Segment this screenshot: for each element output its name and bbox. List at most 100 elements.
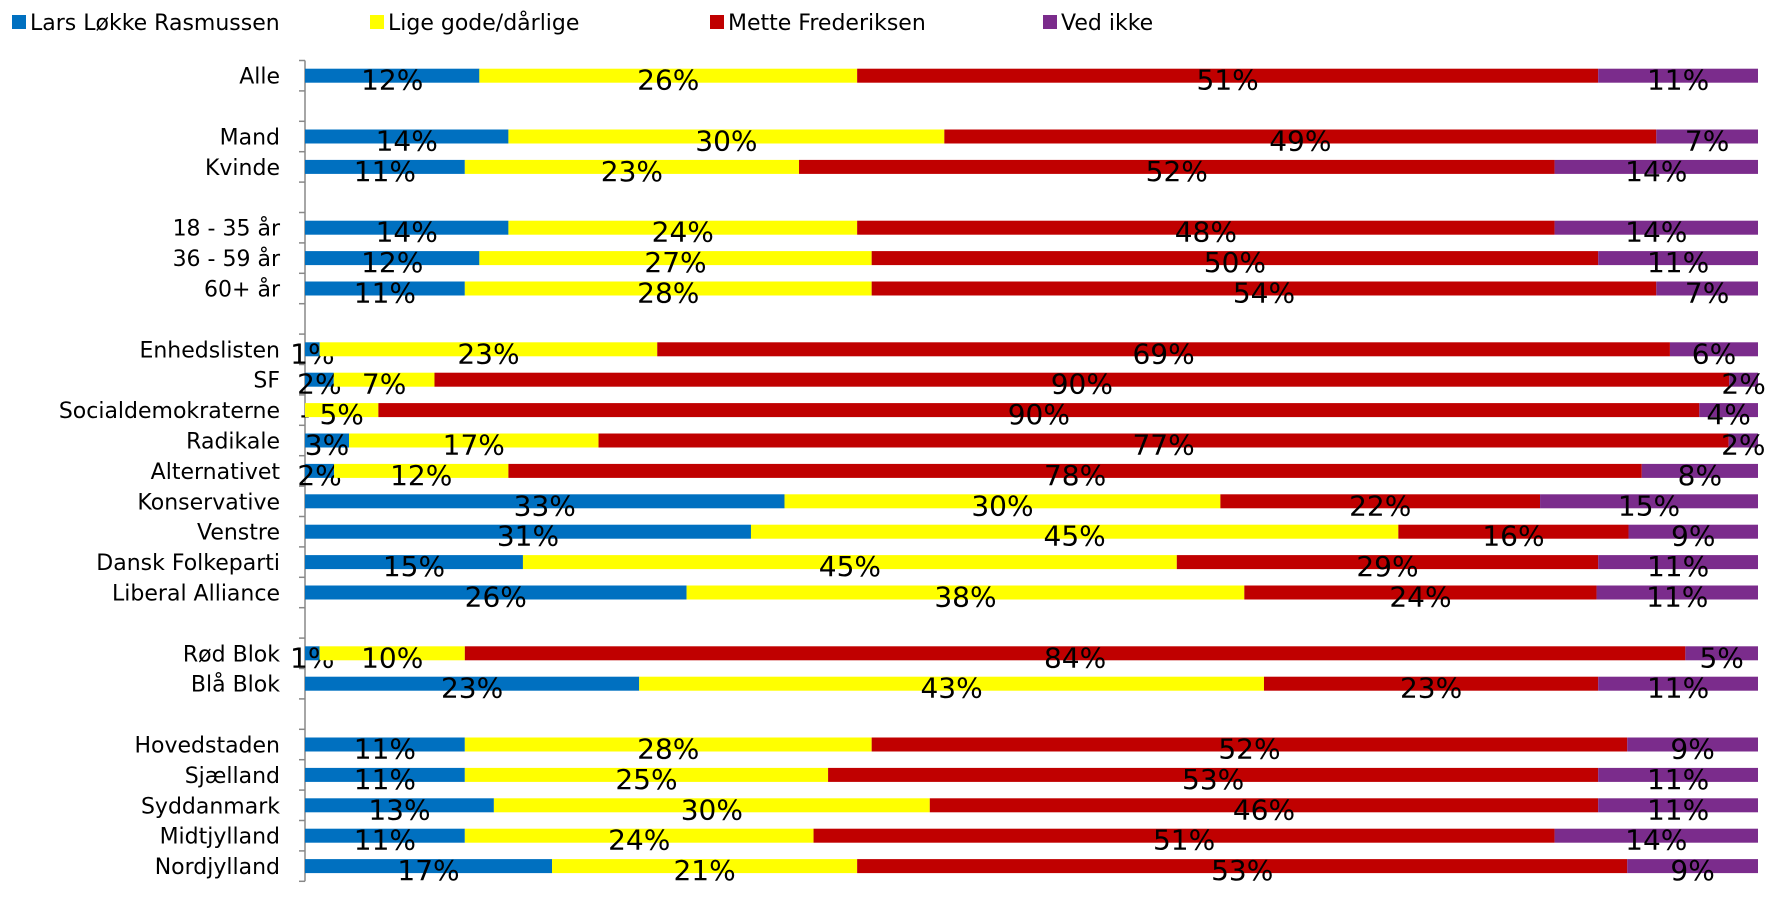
bar-segment [750,524,1399,539]
bar-segment [1669,342,1758,357]
bar-segment [929,798,1599,813]
bar-segment [871,251,1599,266]
data-label: 9% [1671,520,1715,553]
data-label: 12% [390,459,452,492]
category-label: Midtjylland [160,825,280,850]
data-label: 14% [1625,155,1687,188]
bar-segment [305,463,335,478]
bar-segment [305,676,640,691]
bar-segment [305,585,687,600]
data-label: 17% [443,429,505,462]
legend-swatch [1043,15,1057,29]
bar-segment [464,828,814,843]
bar-segment [333,372,435,387]
bar-segment [464,737,872,752]
bar-segment [1244,585,1597,600]
bar-segment [1598,798,1758,813]
data-label: 11% [354,155,416,188]
bar-segment [686,585,1245,600]
bar-segment [305,737,465,752]
bar-segment [464,767,829,782]
bar-segment [305,251,480,266]
bar-segment [1554,828,1758,843]
bar-segment [522,555,1177,570]
data-label: 11% [1647,64,1709,97]
category-label: Radikale [186,430,280,455]
bar-segment [598,433,1729,448]
plot-area: Alle 12% 26% 51% 11% Mand 14% 30% 49% 7% Kvinde 11%… [59,59,1766,887]
data-label: 48% [1175,216,1237,249]
bar-segment [1641,463,1758,478]
bar-segment [784,494,1221,509]
category-label: Kvinde [205,156,280,181]
data-label: 30% [971,489,1033,522]
bar-segment [305,494,785,509]
category-label: Socialdemokraterne [59,399,280,424]
bar-segment [305,342,320,357]
bar-segment [1656,129,1758,144]
data-label: 46% [1233,793,1295,826]
data-label: 90% [1051,368,1113,401]
data-label: 23% [601,155,663,188]
data-label: 90% [1008,398,1070,431]
bar-segment [349,433,599,448]
bar-segment [657,342,1670,357]
bar-segment [552,859,858,874]
data-label: 52% [1218,733,1280,766]
data-label: 2% [1721,429,1765,462]
data-label: 49% [1269,125,1331,158]
data-label: 38% [934,581,996,614]
category-label: Blå Blok [191,672,280,698]
data-label: 7% [1685,125,1729,158]
bar-segment [305,281,465,296]
bar-segment [828,767,1599,782]
bar-segment [871,737,1628,752]
bar-segment [639,676,1264,691]
bar-segment [479,251,872,266]
bar-segment [464,281,872,296]
data-label: 12% [361,64,423,97]
data-label: 17% [397,854,459,887]
bar-segment [813,828,1555,843]
data-label: 6% [1692,337,1736,370]
bar-segment [434,372,1730,387]
bar-segment [1728,433,1758,448]
data-label: 54% [1233,277,1295,310]
data-label: 8% [1678,459,1722,492]
legend-label: Mette Frederiksen [728,11,926,36]
bar-segment [305,403,379,418]
data-label: 9% [1670,733,1714,766]
data-label: 51% [1197,64,1259,97]
bar-segment [305,859,553,874]
data-label: 2% [1721,368,1765,401]
category-label: SF [253,369,280,394]
category-label: Venstre [197,521,280,546]
bar-segment [508,129,945,144]
bar-segment [319,646,465,661]
bar-segment [464,159,800,174]
data-label: 26% [465,581,527,614]
data-label: 23% [457,337,519,370]
bar-segment [857,859,1628,874]
bar-segment [305,524,751,539]
category-label: Konservative [137,490,280,515]
bar-segment [305,555,523,570]
data-label: 23% [1400,672,1462,705]
data-label: 5% [1699,641,1743,674]
bar-segment [944,129,1657,144]
data-label: 11% [1647,793,1709,826]
legend-label: Ved ikke [1061,11,1153,36]
data-label: 15% [1618,489,1680,522]
data-label: 43% [920,672,982,705]
bar-segment [305,646,320,661]
bar-segment [1554,159,1758,174]
legend-swatch [12,15,26,29]
data-label: 11% [1647,763,1709,796]
data-label: 33% [514,489,576,522]
bar-segment [1598,767,1758,782]
category-label: 18 - 35 år [173,216,281,242]
data-label: 7% [362,368,406,401]
bar-segment [305,767,465,782]
category-label: Rød Blok [183,642,280,667]
category-label: Alle [239,65,280,90]
